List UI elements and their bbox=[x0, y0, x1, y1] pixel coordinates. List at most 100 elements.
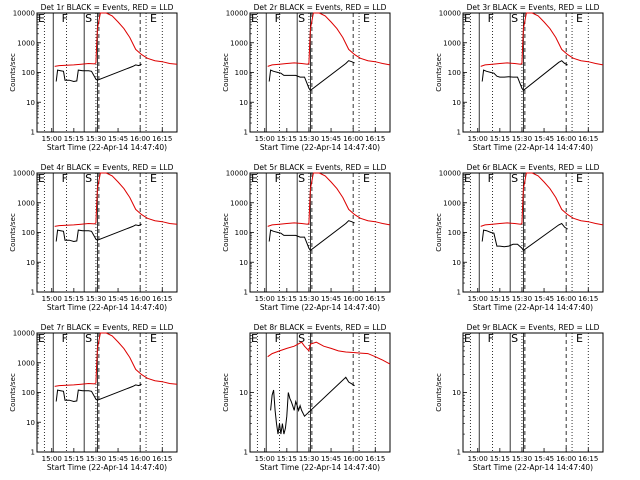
x-tick-label: 15:00 bbox=[255, 455, 275, 463]
series-lld-line bbox=[267, 341, 391, 365]
x-tick-label: 16:00 bbox=[130, 135, 150, 143]
y-tick-label: 10 bbox=[26, 99, 35, 107]
y-tick-label: 10000 bbox=[13, 170, 35, 178]
series-events-line bbox=[268, 220, 355, 252]
marker-label: S bbox=[298, 332, 305, 345]
series-lld-line bbox=[267, 172, 391, 227]
marker-label: E bbox=[150, 332, 157, 345]
y-tick-label: 1 bbox=[244, 449, 248, 457]
y-axis-label: Counts/sec bbox=[435, 373, 443, 412]
x-tick-label: 16:15 bbox=[365, 455, 385, 463]
x-tick-label: 15:15 bbox=[277, 135, 297, 143]
x-tick-label: 16:00 bbox=[343, 295, 363, 303]
marker-label: S bbox=[85, 172, 92, 185]
x-tick-label: 15:15 bbox=[277, 295, 297, 303]
x-tick-label: 15:15 bbox=[490, 455, 510, 463]
y-tick-label: 100 bbox=[22, 229, 35, 237]
x-tick-label: 15:00 bbox=[468, 135, 488, 143]
y-tick-label: 10 bbox=[239, 99, 248, 107]
x-axis-label: Start Time (22-Apr-14 14:47:40) bbox=[47, 463, 167, 472]
marker-label: E bbox=[363, 332, 370, 345]
plot-frame bbox=[249, 332, 391, 453]
x-tick-label: 16:15 bbox=[152, 295, 172, 303]
y-tick-label: 1000 bbox=[230, 39, 248, 47]
y-tick-label: 10000 bbox=[226, 170, 248, 178]
marker-label: E bbox=[150, 172, 157, 185]
y-tick-label: 1 bbox=[457, 289, 461, 297]
x-tick-label: 15:00 bbox=[42, 455, 62, 463]
series-lld-line bbox=[54, 172, 178, 227]
marker-label: E bbox=[576, 332, 583, 345]
x-tick-label: 15:45 bbox=[108, 455, 128, 463]
y-tick-label: 100 bbox=[448, 229, 461, 237]
marker-label: F bbox=[62, 172, 68, 185]
plot-frame bbox=[36, 172, 178, 293]
x-tick-label: 15:45 bbox=[534, 295, 554, 303]
marker-label: E bbox=[464, 332, 471, 345]
series-events-line bbox=[268, 60, 355, 92]
x-tick-label: 15:30 bbox=[86, 295, 106, 303]
y-tick-label: 1000 bbox=[230, 199, 248, 207]
y-tick-label: 10 bbox=[26, 259, 35, 267]
x-tick-label: 16:00 bbox=[556, 455, 576, 463]
subplot-title: Det 8r BLACK = Events, RED = LLD bbox=[254, 323, 387, 332]
x-tick-label: 15:15 bbox=[64, 135, 84, 143]
x-tick-label: 15:30 bbox=[299, 135, 319, 143]
x-tick-label: 16:15 bbox=[365, 135, 385, 143]
plot-frame bbox=[36, 332, 178, 453]
series-events-line bbox=[55, 63, 142, 83]
y-tick-label: 100 bbox=[235, 229, 248, 237]
plot-frame bbox=[462, 12, 604, 133]
marker-label: F bbox=[275, 12, 281, 25]
subplot-title: Det 9r BLACK = Events, RED = LLD bbox=[467, 323, 600, 332]
subplot-title: Det 2r BLACK = Events, RED = LLD bbox=[254, 3, 387, 12]
marker-label: F bbox=[488, 172, 494, 185]
y-tick-label: 1000 bbox=[443, 39, 461, 47]
x-tick-label: 16:00 bbox=[343, 135, 363, 143]
subplot-title: Det 1r BLACK = Events, RED = LLD bbox=[41, 3, 174, 12]
y-tick-label: 10 bbox=[239, 259, 248, 267]
y-tick-label: 1 bbox=[31, 129, 35, 137]
x-tick-label: 15:45 bbox=[534, 135, 554, 143]
x-tick-label: 15:30 bbox=[299, 295, 319, 303]
x-axis-label: Start Time (22-Apr-14 14:47:40) bbox=[47, 143, 167, 152]
x-tick-label: 15:00 bbox=[468, 295, 488, 303]
y-tick-label: 10000 bbox=[439, 10, 461, 18]
y-axis-label: Counts/sec bbox=[9, 53, 17, 92]
y-tick-label: 10 bbox=[452, 259, 461, 267]
x-tick-label: 15:30 bbox=[512, 135, 532, 143]
x-tick-label: 16:00 bbox=[343, 455, 363, 463]
series-events-line bbox=[270, 376, 355, 435]
x-tick-label: 15:45 bbox=[108, 135, 128, 143]
y-tick-label: 100 bbox=[22, 389, 35, 397]
marker-label: E bbox=[251, 172, 258, 185]
marker-label: E bbox=[251, 332, 258, 345]
x-axis-label: Start Time (22-Apr-14 14:47:40) bbox=[473, 303, 593, 312]
y-tick-label: 10000 bbox=[13, 330, 35, 338]
x-tick-label: 15:15 bbox=[490, 295, 510, 303]
y-tick-label: 10000 bbox=[439, 170, 461, 178]
x-tick-label: 15:30 bbox=[86, 135, 106, 143]
y-tick-label: 1 bbox=[457, 449, 461, 457]
subplot-title: Det 5r BLACK = Events, RED = LLD bbox=[254, 163, 387, 172]
y-tick-label: 1000 bbox=[17, 359, 35, 367]
x-tick-label: 16:15 bbox=[578, 455, 598, 463]
subplot-title: Det 4r BLACK = Events, RED = LLD bbox=[41, 163, 174, 172]
x-tick-label: 15:00 bbox=[255, 295, 275, 303]
marker-label: E bbox=[150, 12, 157, 25]
marker-label: E bbox=[576, 172, 583, 185]
marker-label: S bbox=[511, 12, 518, 25]
subplot-title: Det 6r BLACK = Events, RED = LLD bbox=[467, 163, 600, 172]
series-lld-line bbox=[480, 172, 604, 227]
x-tick-label: 15:45 bbox=[321, 455, 341, 463]
subplot-title: Det 3r BLACK = Events, RED = LLD bbox=[467, 3, 600, 12]
x-tick-label: 16:15 bbox=[152, 455, 172, 463]
x-tick-label: 15:00 bbox=[42, 295, 62, 303]
y-tick-label: 10 bbox=[26, 419, 35, 427]
y-tick-label: 1000 bbox=[17, 39, 35, 47]
marker-label: S bbox=[298, 172, 305, 185]
marker-label: E bbox=[464, 12, 471, 25]
